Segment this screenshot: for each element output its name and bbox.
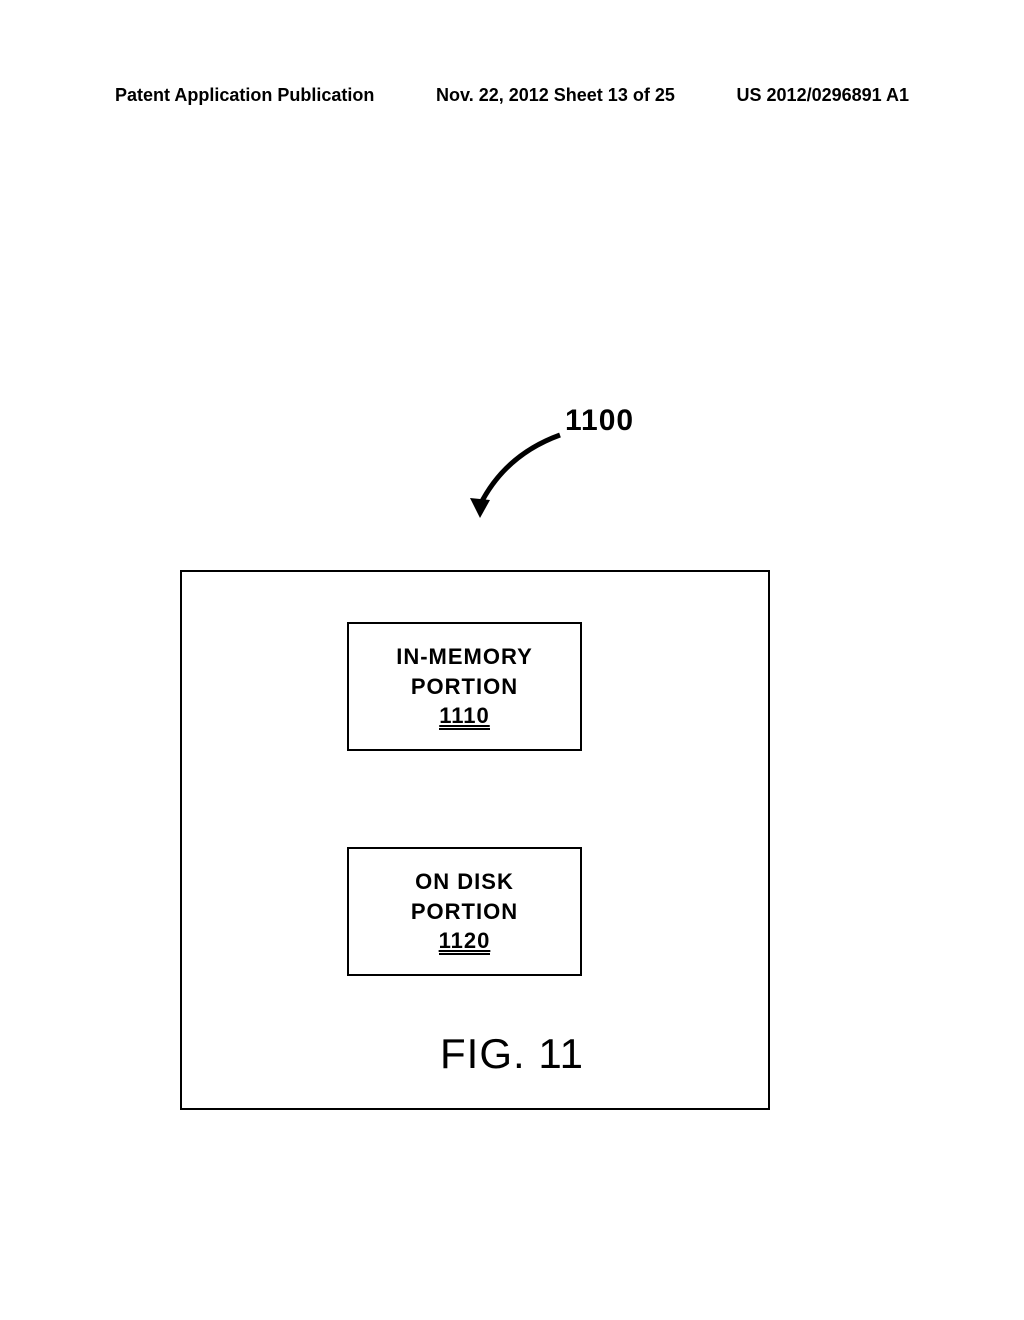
reference-number: 1100 <box>565 404 634 438</box>
figure-caption: FIG. 11 <box>0 1030 1024 1078</box>
in-memory-portion-box: IN-MEMORY PORTION 1110 <box>347 622 582 751</box>
box-label-line2: PORTION <box>411 897 518 927</box>
outer-container-box: IN-MEMORY PORTION 1110 ON DISK PORTION 1… <box>180 570 770 1110</box>
header-date-sheet: Nov. 22, 2012 Sheet 13 of 25 <box>436 85 675 106</box>
box-label-line2: PORTION <box>411 672 518 702</box>
box-label-line1: ON DISK <box>415 867 514 897</box>
page-header: Patent Application Publication Nov. 22, … <box>115 85 909 106</box>
box-ref-number: 1120 <box>439 930 491 955</box>
box-ref-number: 1110 <box>439 705 490 730</box>
header-pub-number: US 2012/0296891 A1 <box>737 85 909 106</box>
on-disk-portion-box: ON DISK PORTION 1120 <box>347 847 582 976</box>
header-publication: Patent Application Publication <box>115 85 374 106</box>
diagram-area: 1100 IN-MEMORY PORTION 1110 ON DISK PORT… <box>0 200 1024 1100</box>
box-label-line1: IN-MEMORY <box>396 642 533 672</box>
reference-arrow <box>460 410 580 520</box>
